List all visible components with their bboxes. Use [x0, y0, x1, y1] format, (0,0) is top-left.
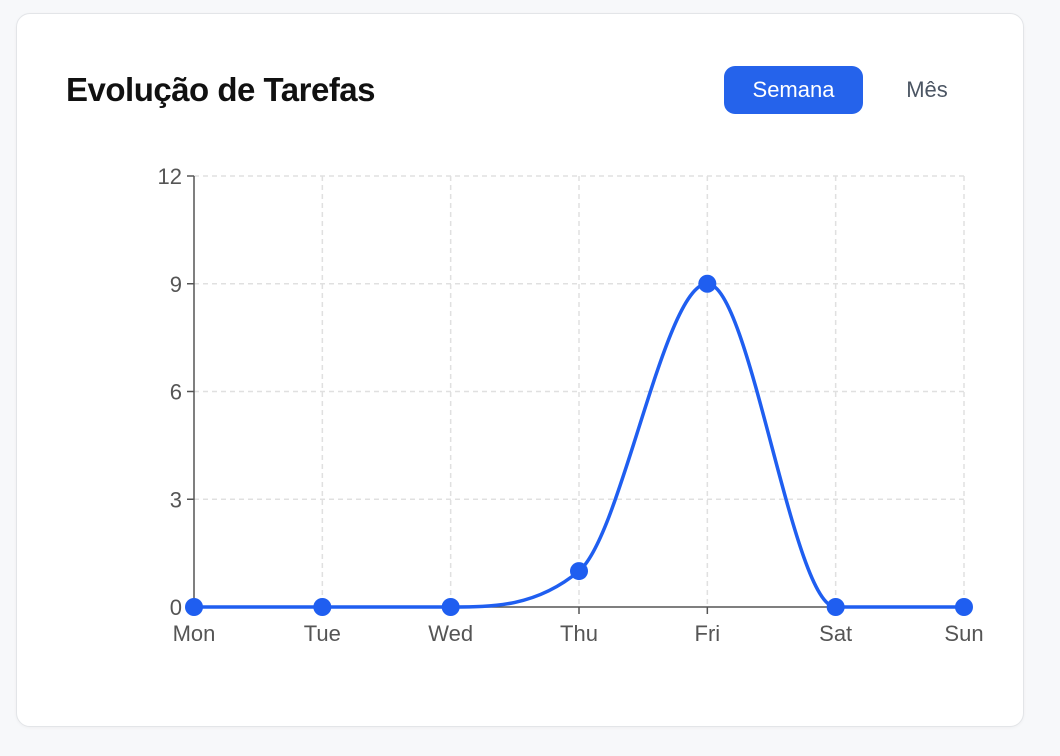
chart-card: Evolução de Tarefas Semana Mês [16, 13, 1024, 727]
x-tick-label: Tue [304, 621, 341, 646]
card-title: Evolução de Tarefas [66, 71, 376, 108]
month-toggle-button[interactable]: Mês [877, 66, 977, 114]
week-toggle-button[interactable]: Semana [724, 66, 863, 114]
y-tick-label: 3 [170, 487, 182, 512]
series-line [192, 282, 966, 609]
data-point [955, 598, 973, 616]
x-tick-label: Fri [695, 621, 721, 646]
x-tick-label: Sat [819, 621, 852, 646]
y-tick-label: 9 [170, 272, 182, 297]
data-point [185, 598, 203, 616]
y-tick-label: 6 [170, 380, 182, 405]
data-point [441, 598, 460, 616]
data-point [826, 598, 845, 616]
data-point [570, 562, 588, 581]
data-point [313, 598, 332, 616]
x-tick-label: Sun [944, 621, 983, 646]
y-tick-label: 12 [158, 164, 182, 189]
x-tick-label: Wed [428, 621, 473, 646]
y-tick-label: 0 [170, 595, 182, 620]
x-tick-label: Thu [560, 621, 598, 646]
data-point [698, 274, 717, 293]
x-tick-label: Mon [173, 621, 216, 646]
